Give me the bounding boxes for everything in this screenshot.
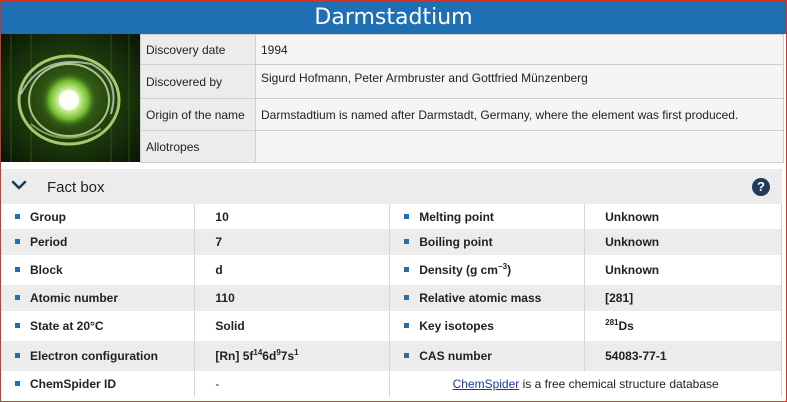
boiling-point-label: Boiling point (419, 235, 493, 249)
bullet-icon (404, 267, 410, 273)
cas-number-label: CAS number (419, 349, 492, 363)
info-row-origin: Origin of the name Darmstadtium is named… (140, 98, 784, 131)
info-row-discovery-date: Discovery date 1994 (140, 34, 784, 65)
bullet-icon (15, 323, 20, 329)
fact-box-title: Fact box (47, 179, 105, 196)
discovered-by-label: Discovered by (140, 64, 256, 99)
allotropes-label: Allotropes (140, 130, 256, 163)
element-title: Darmstadtium (1, 1, 786, 34)
relative-atomic-mass-value: [281] (584, 285, 782, 311)
config-exponent: 1 (294, 348, 299, 357)
bullet-icon (15, 239, 20, 245)
info-row-allotropes: Allotropes (140, 130, 784, 163)
group-label: Group (30, 209, 66, 224)
relative-atomic-mass-label: Relative atomic mass (419, 291, 542, 305)
bullet-icon (404, 213, 410, 219)
discovery-date-label: Discovery date (140, 34, 256, 65)
bullet-icon (15, 267, 20, 273)
electron-configuration-value: [Rn] 5f146d97s1 (194, 341, 391, 371)
fact-row: Atomic number 110 Relative atomic mass [… (1, 285, 782, 311)
config-exponent: 14 (253, 348, 263, 357)
fact-box-header[interactable]: Fact box ? (1, 169, 782, 204)
bullet-icon (15, 353, 20, 359)
density-label-exponent: −3 (497, 262, 508, 271)
melting-point-value: Unknown (584, 204, 782, 229)
density-label-prefix: Density (g cm (419, 263, 498, 277)
fact-row: Block d Density (g cm−3) Unknown (1, 255, 782, 285)
discovery-date-value: 1994 (255, 34, 784, 65)
chemspider-id-label: ChemSpider ID (30, 377, 117, 391)
isotope-symbol: Ds (618, 319, 634, 333)
block-label: Block (30, 263, 63, 277)
cas-number-value: 54083-77-1 (584, 341, 782, 371)
fact-row: State at 20°C Solid Key isotopes 281Ds (1, 311, 782, 341)
key-isotopes-value: 281Ds (584, 311, 782, 341)
period-label: Period (30, 235, 68, 249)
block-value: d (194, 255, 391, 285)
fact-row: ChemSpider ID - ChemSpider is a free che… (1, 371, 782, 397)
density-label-suffix: ) (507, 263, 512, 277)
period-value: 7 (194, 229, 391, 255)
chemspider-link[interactable]: ChemSpider (452, 377, 520, 391)
atomic-number-value: 110 (194, 285, 391, 311)
bullet-icon (15, 381, 20, 387)
bullet-icon (15, 213, 20, 219)
config-exponent: 9 (276, 348, 281, 357)
density-value: Unknown (584, 255, 782, 285)
state-value: Solid (194, 311, 391, 341)
config-part: 7s (280, 349, 295, 363)
fact-row: Electron configuration [Rn] 5f146d97s1 C… (1, 341, 782, 371)
bullet-icon (404, 239, 410, 245)
bullet-icon (404, 323, 410, 329)
isotope-mass-number: 281 (605, 318, 619, 327)
info-row-discovered-by: Discovered by Sigurd Hofmann, Peter Armb… (140, 64, 784, 99)
origin-value: Darmstadtium is named after Darmstadt, G… (255, 98, 784, 131)
element-artwork (1, 34, 140, 162)
bullet-icon (404, 295, 410, 301)
discovered-by-value: Sigurd Hofmann, Peter Armbruster and Got… (255, 64, 784, 99)
bullet-icon (404, 353, 410, 359)
bullet-icon (15, 295, 20, 301)
config-part: [Rn] 5f (215, 349, 254, 363)
electron-configuration-label: Electron configuration (30, 349, 159, 363)
allotropes-value (255, 130, 784, 163)
fact-row: Group 10 Melting point Unknown (1, 204, 782, 229)
help-icon[interactable]: ? (752, 178, 770, 196)
group-value: 10 (194, 204, 391, 229)
element-info-table: Discovery date 1994 Discovered by Sigurd… (140, 34, 784, 163)
origin-label: Origin of the name (140, 98, 256, 131)
chevron-down-icon[interactable] (11, 177, 27, 193)
chemspider-note-text: is a free chemical structure database (519, 377, 719, 391)
fact-row: Period 7 Boiling point Unknown (1, 229, 782, 255)
state-label: State at 20°C (30, 319, 104, 333)
atomic-number-label: Atomic number (30, 291, 119, 305)
key-isotopes-label: Key isotopes (419, 319, 494, 333)
chemspider-note: ChemSpider is a free chemical structure … (389, 371, 782, 397)
chemspider-id-value: - (194, 371, 391, 397)
element-image (1, 34, 140, 162)
fact-box-table: Group 10 Melting point Unknown Period 7 … (1, 204, 782, 397)
config-part: 6d (262, 349, 277, 363)
density-label: Density (g cm−3) (419, 262, 512, 278)
boiling-point-value: Unknown (584, 229, 782, 255)
melting-point-label: Melting point (419, 209, 494, 224)
